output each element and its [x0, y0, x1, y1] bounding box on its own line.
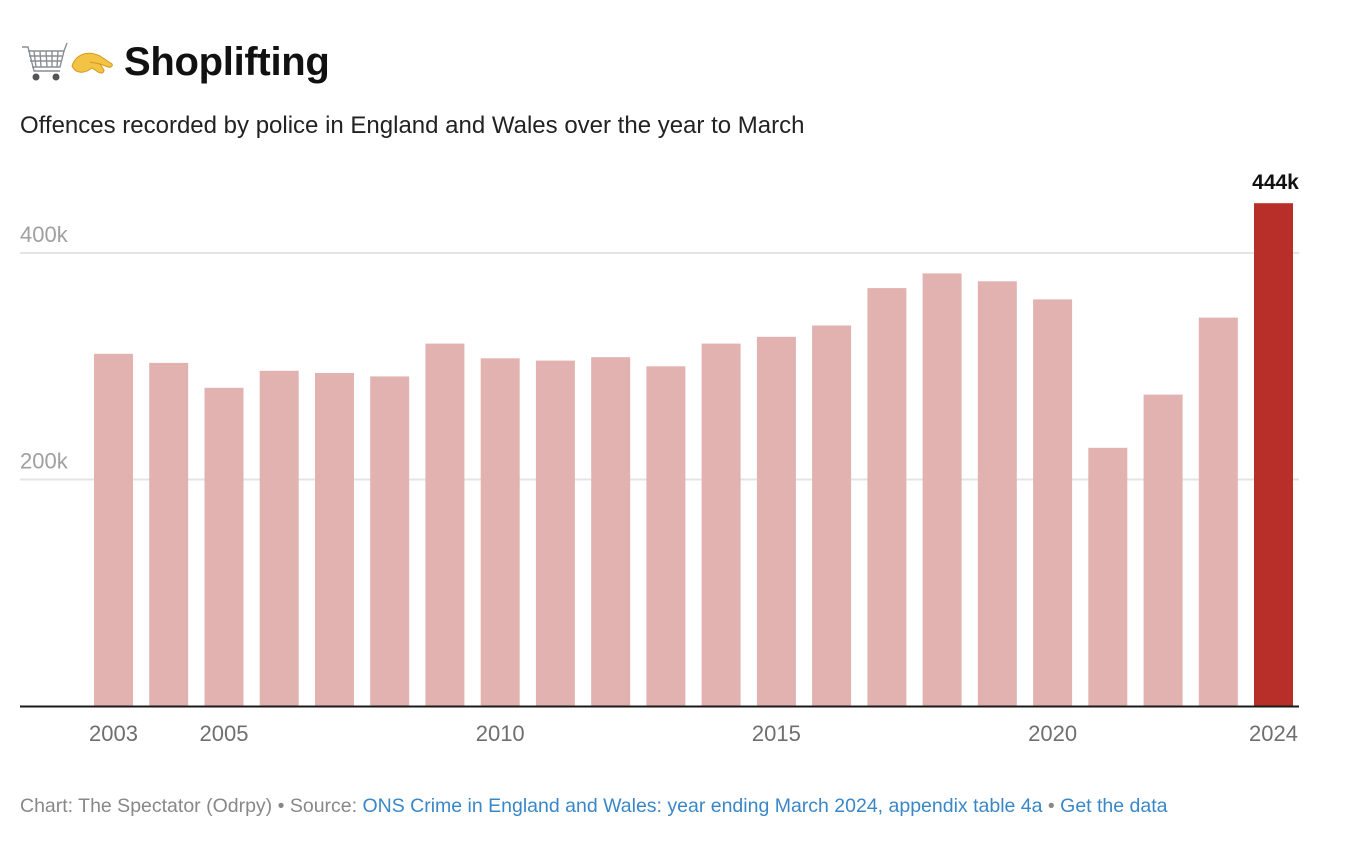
bar: [94, 353, 133, 706]
y-tick-label: 200k: [20, 449, 69, 474]
bar: [756, 336, 796, 706]
bar: [977, 281, 1017, 706]
title-emoji-group: [20, 39, 114, 85]
bar: [646, 366, 686, 707]
chart-subtitle: Offences recorded by police in England a…: [20, 112, 805, 139]
x-tick-label: 2005: [200, 721, 249, 746]
bar: [1033, 299, 1073, 706]
bar: [370, 376, 410, 706]
bar: [425, 343, 465, 706]
bar: [1198, 317, 1238, 706]
bar: [591, 357, 631, 706]
bar-chart: 200k 400k 444k 2003 2005 2010 2015 2020 2024: [20, 171, 1299, 746]
pinching-hand-icon: [71, 52, 113, 74]
y-tick-label: 400k: [20, 222, 69, 247]
bar: [480, 358, 520, 706]
bar: [535, 360, 575, 706]
bar: [701, 343, 741, 706]
bar: [922, 273, 962, 706]
bar: [315, 373, 354, 706]
x-tick-label: 2003: [89, 721, 138, 746]
x-tick-label: 2010: [476, 721, 525, 746]
chart-credit: Chart: The Spectator (Odrpy): [20, 795, 273, 817]
bar: [259, 370, 299, 706]
bar: [1088, 447, 1128, 706]
x-tick-label: 2015: [752, 721, 801, 746]
bar: [149, 362, 189, 706]
chart-title: Shoplifting: [20, 34, 330, 90]
bar: [867, 288, 907, 706]
bar-value-label: 444k: [1252, 171, 1299, 194]
bar: [812, 325, 852, 706]
footer-separator: •: [277, 795, 285, 817]
source-link[interactable]: ONS Crime in England and Wales: year end…: [362, 795, 1043, 817]
bar-highlight: [1254, 203, 1293, 706]
footer-separator: •: [1047, 795, 1055, 817]
source-label: Source:: [289, 795, 358, 817]
x-tick-label: 2020: [1028, 721, 1077, 746]
title-text: Shoplifting: [124, 39, 330, 84]
x-tick-label: 2024: [1249, 721, 1298, 746]
shopping-cart-icon: [22, 42, 68, 81]
get-the-data-link[interactable]: Get the data: [1060, 795, 1168, 817]
bar: [1143, 394, 1183, 706]
bar: [204, 387, 244, 706]
chart-footer: Chart: The Spectator (Odrpy) • Source: O…: [20, 795, 1167, 818]
